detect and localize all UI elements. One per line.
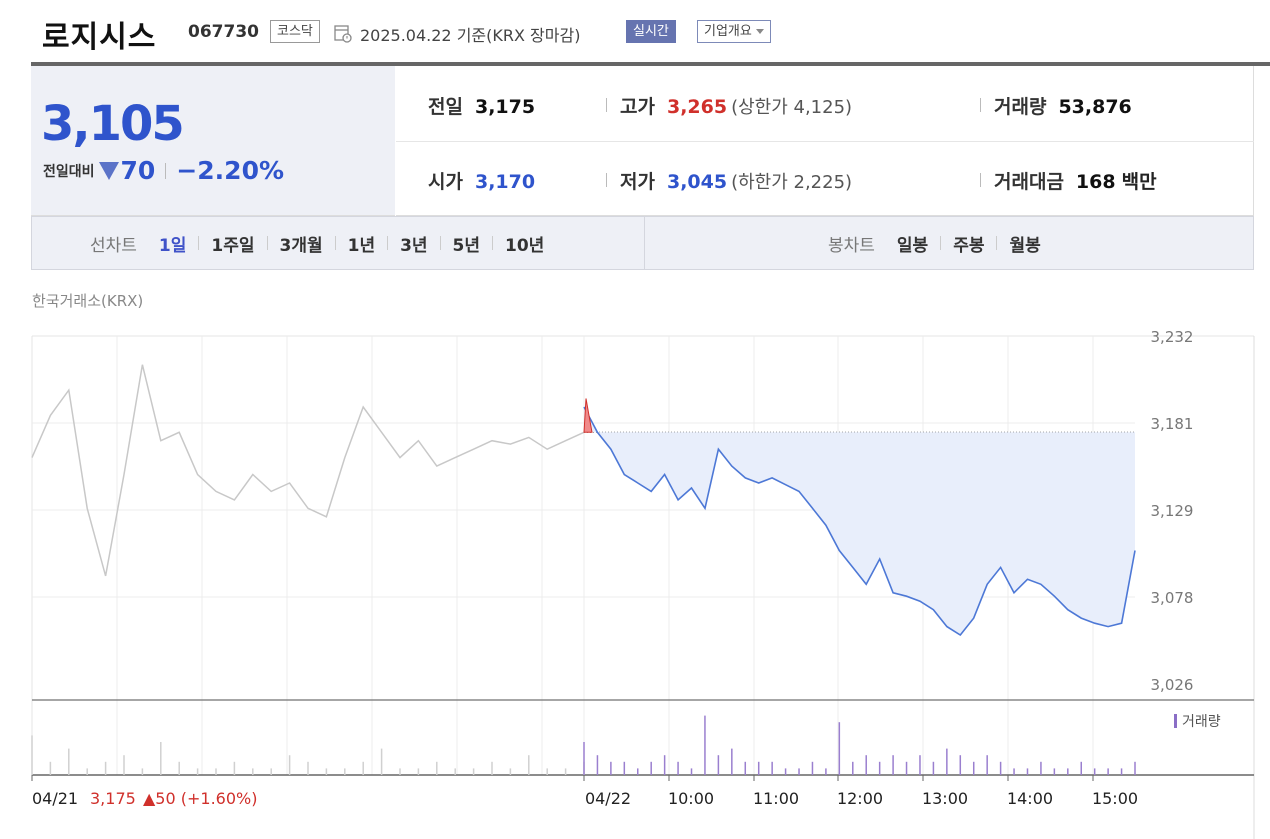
chevron-down-icon [755, 29, 764, 34]
x-tick-label: 04/22 [585, 789, 631, 808]
x-tick-label: 12:00 [837, 789, 883, 808]
y-tick-label: 3,129 [1151, 502, 1194, 520]
candle-tab-0[interactable]: 일봉 [896, 235, 929, 256]
x-tick-label: 10:00 [668, 789, 714, 808]
high-value: 3,265 [666, 96, 728, 118]
change-label: 전일대비 [43, 163, 95, 180]
open-value: 3,170 [474, 171, 536, 193]
change-percent: −2.20% [176, 156, 285, 185]
market-badge: 코스닥 [270, 20, 320, 43]
company-overview-button[interactable]: 기업개요 [697, 20, 771, 43]
prev-close-cell: 전일 3,175 [428, 92, 535, 119]
prev-day-price: 3,175 [90, 789, 136, 808]
realtime-button[interactable]: 실시간 [626, 20, 676, 43]
x-tick-label: 13:00 [922, 789, 968, 808]
cell-divider [980, 98, 981, 112]
y-tick-label: 3,026 [1151, 676, 1194, 694]
divider [165, 162, 167, 179]
period-tab-5[interactable]: 5년 [452, 235, 481, 256]
above-reference-area [583, 398, 593, 433]
candle-chart-title: 봉차트 [828, 235, 875, 256]
current-price-panel: 3,105 전일대비 70 −2.20% [31, 66, 395, 216]
prev-close-label: 전일 [428, 96, 463, 118]
company-overview-label: 기업개요 [704, 24, 752, 39]
line-chart-periods: 선차트 1일 1주일 3개월 1년 3년 5년 10년 [32, 217, 645, 269]
low-cell: 저가 3,045 (하한가 2,225) [606, 167, 853, 194]
header-divider [31, 62, 1270, 66]
today-price-line [583, 406, 1136, 637]
trade-value-cell: 거래대금 168 백만 [980, 167, 1157, 194]
volume-cell: 거래량 53,876 [980, 92, 1132, 119]
upper-limit: (상한가 4,125) [731, 97, 853, 118]
divider [198, 236, 200, 250]
current-price: 3,105 [41, 96, 185, 152]
row-divider [396, 141, 1254, 142]
volume-legend-label: 거래량 [1182, 714, 1221, 730]
divider [996, 236, 998, 250]
period-tab-1[interactable]: 1주일 [211, 235, 255, 256]
period-tab-0[interactable]: 1일 [158, 235, 187, 256]
cell-divider [606, 98, 607, 112]
candle-tab-2[interactable]: 월봉 [1009, 235, 1041, 256]
volume-label: 거래량 [994, 96, 1047, 118]
prev-day-date: 04/21 [32, 789, 78, 808]
prev-close-value: 3,175 [474, 96, 536, 118]
y-tick-label: 3,232 [1151, 328, 1194, 346]
period-tab-6[interactable]: 10년 [505, 235, 545, 256]
divider [387, 236, 389, 250]
volume-value: 53,876 [1058, 96, 1132, 118]
low-label: 저가 [620, 171, 655, 193]
high-cell: 고가 3,265 (상한가 4,125) [606, 92, 853, 119]
price-info-panel: 전일 3,175 고가 3,265 (상한가 4,125) 거래량 53,876… [396, 66, 1254, 216]
cell-divider [980, 173, 981, 187]
line-chart-title: 선차트 [90, 235, 137, 256]
stock-name: 로지시스 [42, 20, 157, 55]
base-date: 2025.04.22 기준(KRX 장마감) [360, 26, 581, 45]
volume-legend-swatch [1174, 714, 1177, 728]
period-tab-3[interactable]: 1년 [347, 235, 376, 256]
trade-value-label: 거래대금 [994, 171, 1064, 193]
calendar-clock-icon [334, 25, 352, 43]
stock-code: 067730 [188, 22, 259, 42]
divider [439, 236, 441, 250]
period-tab-2[interactable]: 3개월 [279, 235, 323, 256]
y-tick-label: 3,181 [1151, 415, 1194, 433]
prev-day-change: ▲50 (+1.60%) [143, 789, 257, 808]
open-cell: 시가 3,170 [428, 167, 535, 194]
change-amount: 70 [120, 156, 156, 185]
exchange-label: 한국거래소(KRX) [32, 292, 144, 310]
divider [334, 236, 336, 250]
period-tab-4[interactable]: 3년 [400, 235, 428, 256]
trade-value-unit: 백만 [1121, 171, 1157, 193]
x-tick-label: 11:00 [753, 789, 799, 808]
high-label: 고가 [620, 96, 655, 118]
change-row: 전일대비 70 −2.20% [43, 156, 284, 185]
divider [940, 236, 942, 250]
x-tick-label: 14:00 [1007, 789, 1053, 808]
open-label: 시가 [428, 171, 463, 193]
candle-chart-periods: 봉차트 일봉 주봉 월봉 [646, 217, 1253, 269]
cell-divider [606, 173, 607, 187]
stock-header: 로지시스 067730 코스닥 2025.04.22 기준(KRX 장마감) 실… [0, 0, 1270, 62]
x-tick-label: 15:00 [1092, 789, 1138, 808]
down-triangle-icon [98, 161, 119, 180]
candle-tab-1[interactable]: 주봉 [953, 235, 985, 256]
prev-day-line [31, 364, 585, 577]
below-reference-area [584, 407, 1135, 635]
period-selector: 선차트 1일 1주일 3개월 1년 3년 5년 10년 봉차트 일봉 주봉 월봉 [31, 216, 1254, 270]
divider [266, 236, 268, 250]
y-tick-label: 3,078 [1151, 589, 1194, 607]
lower-limit: (하한가 2,225) [731, 172, 853, 193]
divider [492, 236, 494, 250]
trade-value: 168 [1075, 171, 1116, 193]
price-chart[interactable]: 3,232 3,181 3,129 3,078 3,026 거래량 04/22 10:00 11… [0, 300, 1270, 839]
low-value: 3,045 [666, 171, 728, 193]
